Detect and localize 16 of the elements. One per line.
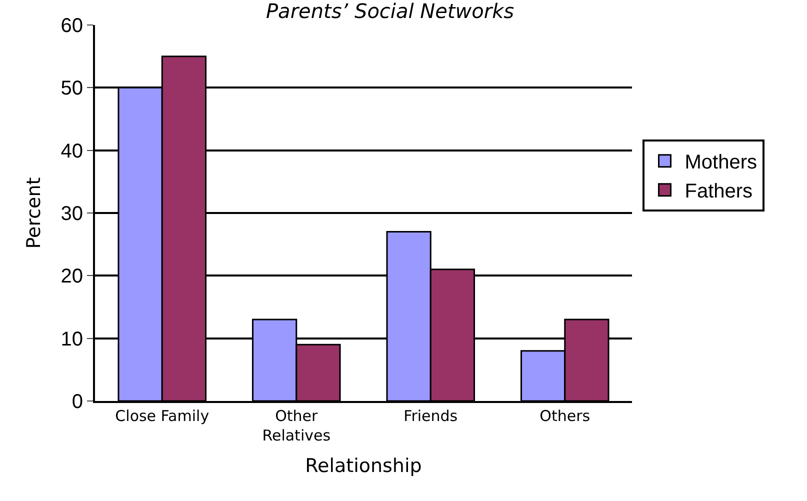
y-tick-label: 50 [60, 78, 83, 100]
y-tick-label: 30 [60, 203, 83, 225]
x-tick-label: Friends [404, 407, 458, 425]
x-tick-label: Others [540, 407, 590, 425]
y-tick-label: 20 [60, 266, 83, 288]
y-tick-label: 60 [60, 15, 83, 37]
chart-title: Parents’ Social Networks [266, 0, 514, 23]
x-tick-label: Other Relatives [262, 407, 331, 444]
legend-label: Fathers [684, 180, 753, 203]
legend-label: Mothers [684, 152, 757, 174]
y-tick-label: 10 [60, 328, 83, 350]
y-tick-label: 0 [72, 391, 83, 413]
y-tick-label: 40 [60, 140, 83, 162]
x-tick-label: Close Family [115, 407, 210, 425]
x-axis-title: Relationship [305, 454, 422, 477]
y-axis-title: Percent [23, 177, 46, 249]
